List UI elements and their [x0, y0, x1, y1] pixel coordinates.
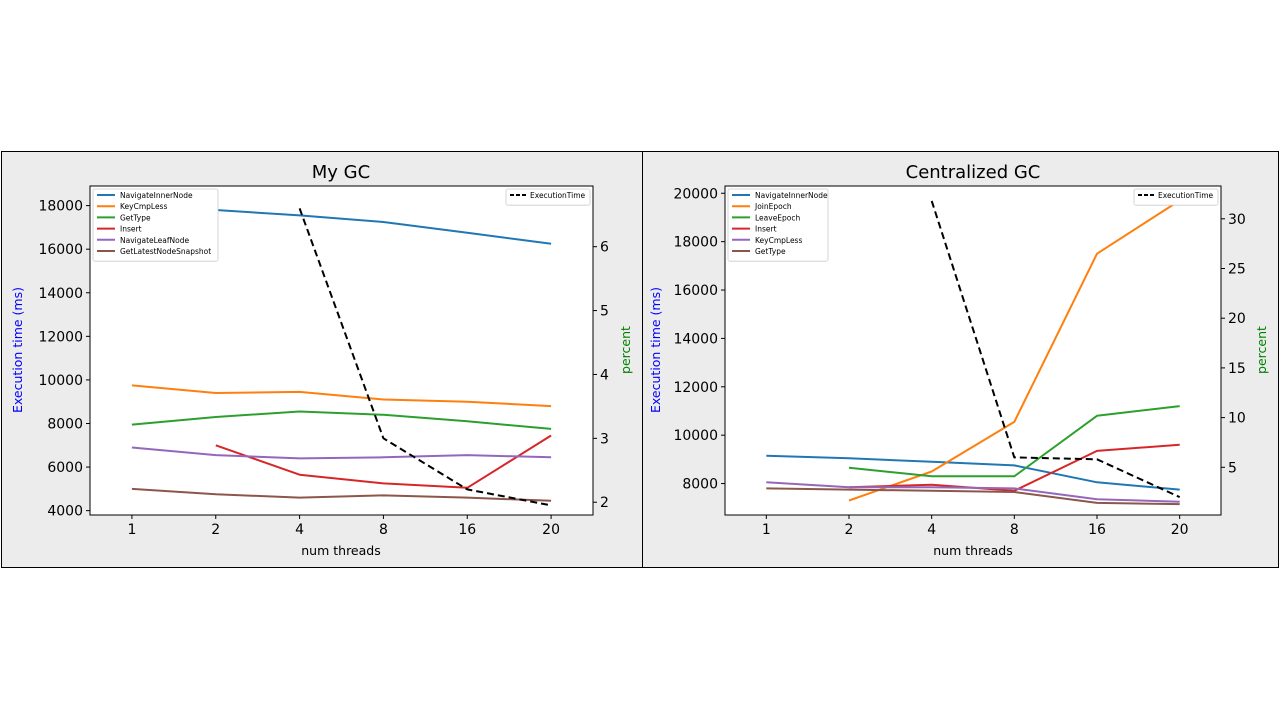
x-tick-label: 8: [1010, 522, 1019, 538]
my-gc-chart: My GC num threads Execution time (ms) pe…: [10, 162, 633, 558]
legend-label: GetLatestNodeSnapshot: [120, 247, 211, 256]
x-tick-label: 20: [542, 522, 560, 538]
y-tick-label-left: 14000: [38, 286, 83, 302]
legend-label: ExecutionTime: [530, 191, 586, 200]
legend-left: [92, 188, 219, 262]
legend-label: NavigateInnerNode: [755, 191, 828, 200]
series-line-NavigateLeafNode: [131, 446, 552, 460]
legend-label: LeaveEpoch: [755, 213, 801, 222]
y-tick-label-right: 5: [1228, 460, 1237, 476]
legend-label: NavigateLeafNode: [120, 236, 189, 245]
y-tick-label-left: 16000: [38, 242, 83, 258]
y-tick-label-left: 8000: [682, 477, 718, 493]
legend-right: [505, 188, 591, 206]
y-tick-label-left: 18000: [673, 235, 718, 251]
legend-label: NavigateInnerNode: [120, 191, 193, 200]
y-tick-label-right: 6: [600, 240, 609, 256]
x-tick-label: 1: [127, 522, 136, 538]
y-axis-label-right: percent: [1254, 326, 1269, 374]
legend-label: GetType: [755, 247, 786, 256]
series-line-ExecutionTime: [298, 208, 552, 507]
legend-label: Insert: [120, 225, 142, 234]
plot-frame: [724, 185, 1222, 516]
series-line-KeyCmpLess: [766, 481, 1180, 503]
y-tick-label-left: 16000: [673, 283, 718, 299]
legend-label: JoinEpoch: [754, 202, 792, 211]
series-line-GetType: [131, 410, 552, 430]
y-tick-label-left: 6000: [47, 460, 83, 476]
x-axis-label: num threads: [933, 543, 1012, 558]
y-tick-label-right: 4: [600, 367, 609, 383]
chart-title: My GC: [312, 162, 370, 183]
y-axis-label-left: Execution time (ms): [648, 287, 663, 413]
legend-label: KeyCmpLess: [755, 236, 802, 245]
x-tick-label: 8: [379, 522, 388, 538]
y-tick-label-right: 10: [1228, 411, 1246, 427]
y-tick-label-left: 18000: [38, 199, 83, 215]
y-tick-label-left: 14000: [673, 331, 718, 347]
y-tick-label-right: 30: [1228, 212, 1246, 228]
series-line-Insert: [215, 434, 552, 489]
y-tick-label-left: 10000: [673, 428, 718, 444]
series-line-GetType: [766, 487, 1180, 506]
x-tick-label: 16: [1088, 522, 1106, 538]
y-tick-label-right: 20: [1228, 311, 1246, 327]
y-tick-label-right: 15: [1228, 361, 1246, 377]
y-tick-label-left: 12000: [673, 380, 718, 396]
x-tick-label: 4: [295, 522, 304, 538]
y-tick-label-left: 10000: [38, 373, 83, 389]
centralized-gc-panel: Centralized GC num threads Execution tim…: [642, 151, 1279, 568]
x-tick-label: 16: [458, 522, 476, 538]
centralized-gc-chart: Centralized GC num threads Execution tim…: [648, 162, 1269, 558]
series-line-KeyCmpLess: [131, 384, 552, 408]
series-line-NavigateInnerNode: [766, 454, 1180, 491]
legend-label: Insert: [755, 225, 777, 234]
y-tick-label-right: 25: [1228, 261, 1246, 277]
legend-label: ExecutionTime: [1158, 191, 1214, 200]
y-tick-label-right: 3: [600, 431, 609, 447]
series-line-LeaveEpoch: [848, 405, 1180, 478]
x-tick-label: 20: [1171, 522, 1189, 538]
y-tick-label-left: 8000: [47, 416, 83, 432]
y-tick-label-left: 20000: [673, 186, 718, 202]
x-tick-label: 4: [927, 522, 936, 538]
my-gc-panel: My GC num threads Execution time (ms) pe…: [1, 151, 643, 568]
y-tick-label-left: 12000: [38, 329, 83, 345]
x-axis-label: num threads: [301, 543, 380, 558]
series-line-ExecutionTime: [930, 200, 1181, 499]
series-line-JoinEpoch: [848, 199, 1181, 502]
x-tick-label: 1: [762, 522, 771, 538]
y-tick-label-right: 5: [600, 304, 609, 320]
y-axis-label-left: Execution time (ms): [10, 287, 25, 413]
series-line-GetLatestNodeSnapshot: [131, 487, 552, 502]
legend-left: [727, 188, 829, 262]
legend-label: GetType: [120, 213, 151, 222]
plot-frame: [89, 185, 594, 516]
x-tick-label: 2: [211, 522, 220, 538]
y-tick-label-left: 4000: [47, 504, 83, 520]
y-tick-label-right: 2: [600, 495, 609, 511]
legend-label: KeyCmpLess: [120, 202, 167, 211]
legend-right: [1133, 188, 1219, 206]
chart-title: Centralized GC: [906, 162, 1041, 183]
x-tick-label: 2: [845, 522, 854, 538]
series-line-Insert: [848, 443, 1180, 492]
y-axis-label-right: percent: [618, 326, 633, 374]
